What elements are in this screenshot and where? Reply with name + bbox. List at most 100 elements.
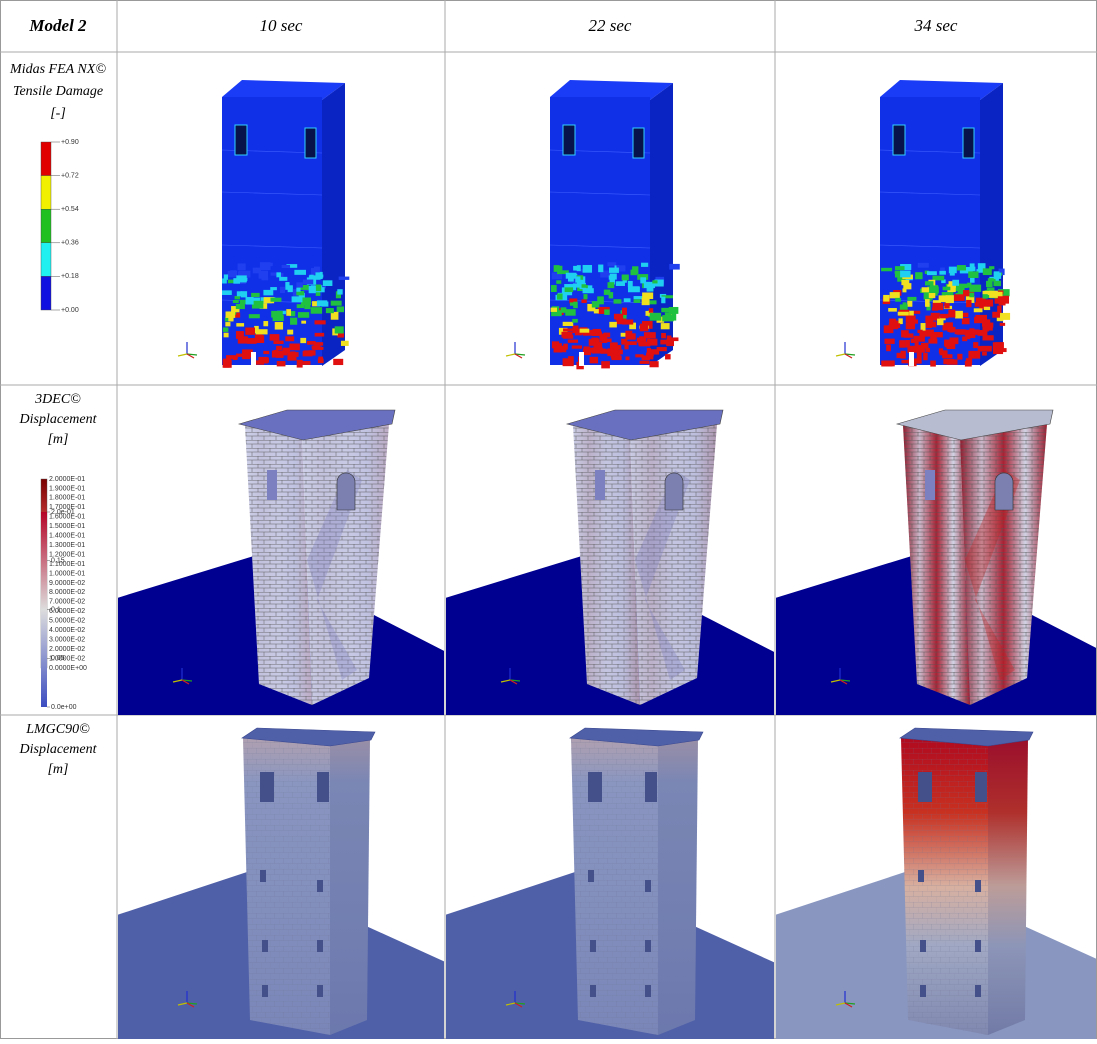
simulation-image [445,410,780,716]
window [588,870,594,882]
window [317,880,323,892]
damage-patch [609,322,617,328]
damage-patch [238,263,246,270]
damage-patch [601,361,610,368]
damage-patch [282,265,290,268]
damage-patch [915,345,925,353]
damage-patch [925,281,933,285]
window [975,985,981,997]
damage-patch [236,354,245,357]
damage-patch [890,292,900,298]
corner-header: Model 2 [28,16,87,35]
legend-swatch [41,142,51,176]
damage-patch [933,303,944,310]
legend-label: 1.4000E-01 [49,533,85,540]
damage-patch [661,297,665,304]
damage-patch [886,345,891,352]
damage-patch [955,311,963,319]
column-header: 22 sec [589,16,632,35]
damage-patch [947,327,955,332]
damage-patch [314,267,320,273]
damage-patch [966,300,971,307]
window [893,125,905,155]
damage-patch [551,285,557,292]
damage-patch [590,357,598,363]
legend-label: 0.05 [51,655,65,662]
damage-patch [333,359,343,365]
legend-label: 8.0000E-02 [49,589,85,596]
damage-patch [583,294,587,299]
damage-patch [581,299,586,302]
damage-patch [930,361,936,367]
damage-patch [236,323,244,326]
damage-patch [900,271,911,278]
damage-patch [296,288,300,292]
damage-patch [907,297,916,301]
damage-patch [223,327,228,331]
damage-patch [598,265,603,273]
damage-patch [609,274,617,280]
window [925,470,935,500]
damage-patch [907,301,912,307]
damage-patch [339,277,350,280]
damage-patch [937,319,943,326]
window [305,128,316,158]
damage-patch [245,327,255,334]
legend-label: 2.0000E-01 [49,476,85,483]
damage-patch [637,338,646,342]
damage-patch [285,336,294,341]
damage-patch [263,290,273,295]
damage-patch [230,270,236,273]
damage-patch [565,309,575,316]
simulation-image [178,80,349,368]
damage-patch [994,273,1001,279]
window [975,940,981,952]
damage-patch [626,341,637,345]
damage-patch [318,359,324,364]
legend-label: 0.0000E+00 [49,665,87,672]
damage-patch [969,285,981,292]
damage-patch [315,333,325,337]
damage-patch [297,304,305,308]
damage-patch [614,314,623,320]
window [262,940,268,952]
window [918,772,932,802]
row-label: 3DEC© [34,392,81,407]
damage-patch [225,322,230,326]
damage-patch [983,335,994,340]
damage-patch [642,292,653,299]
damage-patch [252,301,263,309]
damage-patch [947,344,956,350]
figure-table: Model 2 10 sec 22 sec 34 sec Midas FEA N… [0,0,1097,1039]
damage-patch [316,284,322,291]
damage-patch [289,343,299,350]
damage-patch [246,297,254,305]
damage-patch [930,285,938,292]
legend-label: 1.0000E-01 [49,570,85,577]
legend-colorbar [41,512,47,707]
legend-label: 1.9000E-01 [49,485,85,492]
damage-patch [551,308,557,312]
damage-patch [622,320,633,325]
damage-patch [895,271,901,274]
legend-label: 0.0e+00 [51,704,77,711]
damage-patch [881,361,892,367]
simulation-image [117,410,452,716]
damage-patch [987,287,995,290]
damage-patch [946,295,954,303]
column-header: 10 sec [260,16,303,35]
window [267,470,277,500]
damage-patch [235,296,240,299]
damage-patch [895,298,901,302]
window [633,128,644,158]
damage-patch [975,302,979,306]
damage-patch [592,301,599,307]
legend-label: 0.1 [51,606,61,613]
damage-patch [649,361,658,367]
damage-patch [563,358,574,366]
damage-patch [908,319,919,323]
legend-swatch [41,209,51,243]
damage-patch [978,346,990,352]
base-gap [251,352,256,366]
damage-patch [554,266,562,271]
